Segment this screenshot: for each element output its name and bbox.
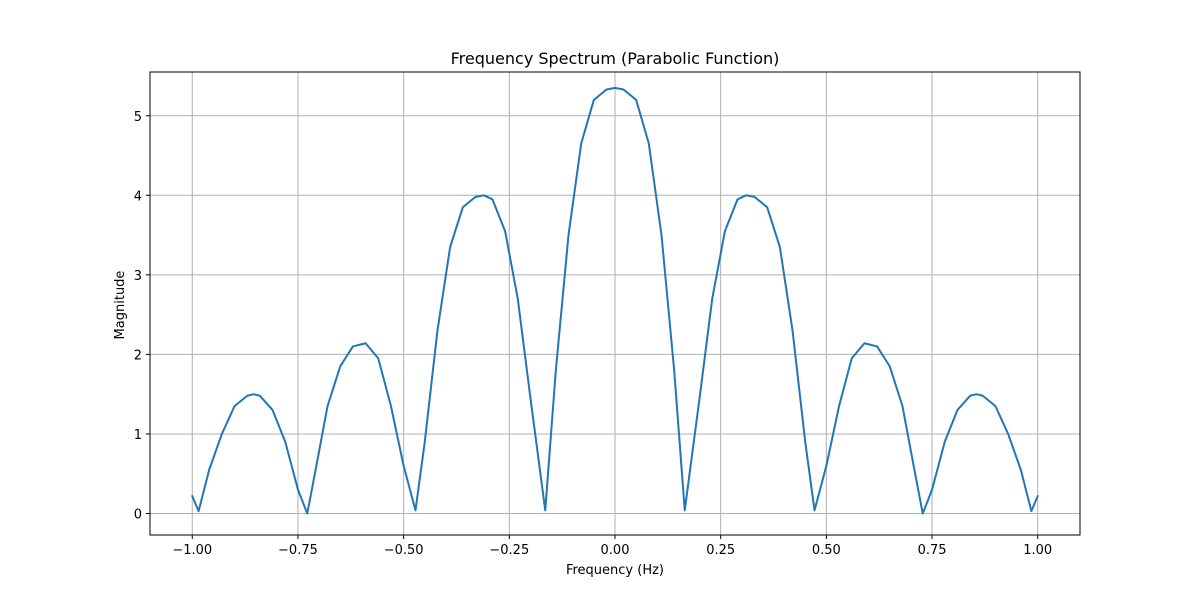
grid-layer (150, 72, 1080, 535)
y-tick-label: 1 (134, 428, 142, 443)
x-axis-ticks: −1.00 −0.75 −0.50 −0.25 0.00 0.25 0.50 0.75 1.00 (172, 535, 1052, 558)
x-axis-label: Frequency (Hz) (566, 563, 664, 578)
series-layer (191, 86, 1039, 515)
x-tick-label: −1.00 (172, 543, 212, 558)
y-tick-label: 0 (134, 508, 142, 523)
y-axis-ticks: 0 1 2 3 4 5 (134, 110, 150, 523)
chart-title: Frequency Spectrum (Parabolic Function) (451, 49, 780, 68)
x-tick-label: 0.25 (706, 543, 735, 558)
x-tick-label: 0.75 (918, 543, 947, 558)
y-tick-label: 4 (134, 189, 142, 204)
y-tick-label: 5 (134, 110, 142, 125)
y-tick-label: 3 (134, 269, 142, 284)
x-tick-label: 0.50 (812, 543, 841, 558)
y-tick-label: 2 (134, 348, 142, 363)
x-tick-label: −0.75 (278, 543, 318, 558)
series-line (191, 86, 1039, 515)
x-tick-label: −0.25 (489, 543, 529, 558)
x-tick-label: 1.00 (1023, 543, 1052, 558)
x-tick-label: −0.50 (384, 543, 424, 558)
y-axis-label: Magnitude (113, 271, 128, 340)
x-tick-label: 0.00 (601, 543, 630, 558)
